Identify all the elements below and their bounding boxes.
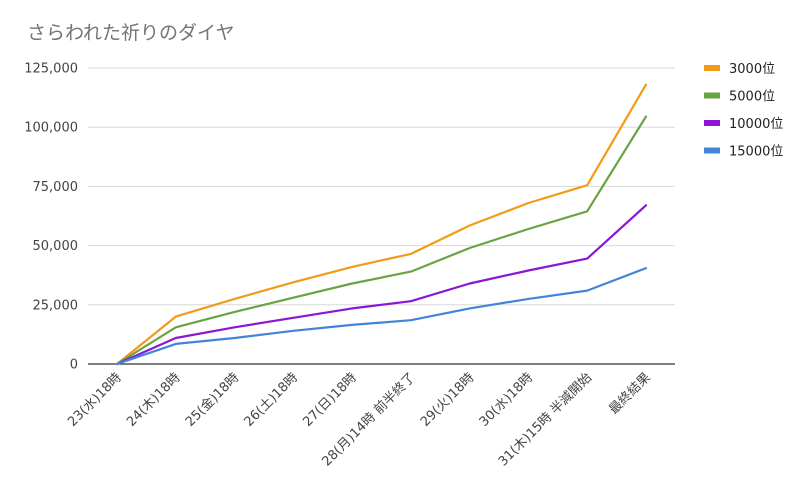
legend-swatch [704,65,720,71]
x-tick-label: 30(水)18時 [477,370,537,430]
legend-label: 5000位 [729,90,775,105]
y-axis-tick-labels: 0 25,000 50,000 75,000 100,000 125,000 [24,62,78,373]
legend-swatch [704,120,720,126]
x-tick-label: 23(水)18時 [65,370,125,430]
x-tick-label: 29(火)18時 [418,370,478,430]
series-line-3 [115,267,648,366]
y-tick-label: 125,000 [24,62,78,77]
legend-swatch [704,147,720,154]
series-lines [115,83,648,366]
series-line-1 [115,115,648,366]
series-line-0 [115,83,648,366]
y-tick-label: 100,000 [24,121,78,136]
x-tick-label: 26(土)18時 [242,370,302,430]
legend-swatch [704,92,720,99]
gridlines [88,67,675,365]
legend: 3000位 5000位 10000位 15000位 [704,62,783,160]
legend-label: 15000位 [729,145,783,160]
y-tick-label: 50,000 [33,239,79,254]
legend-label: 10000位 [729,117,783,132]
chart-title: さらわれた祈りのダイヤ [27,22,234,44]
x-tick-label: 27(日)18時 [300,370,360,430]
series-line-2 [115,204,648,366]
y-tick-label: 0 [70,358,78,373]
x-tick-label: 最終結果 [606,370,654,418]
legend-label: 3000位 [729,62,775,77]
x-tick-label: 25(金)18時 [182,370,242,430]
y-tick-label: 75,000 [33,180,79,195]
y-tick-label: 25,000 [33,298,79,313]
x-axis-tick-labels: 23(水)18時 24(木)18時 25(金)18時 26(土)18時 27(日)18時… [65,370,654,470]
x-tick-label: 24(木)18時 [124,370,184,430]
